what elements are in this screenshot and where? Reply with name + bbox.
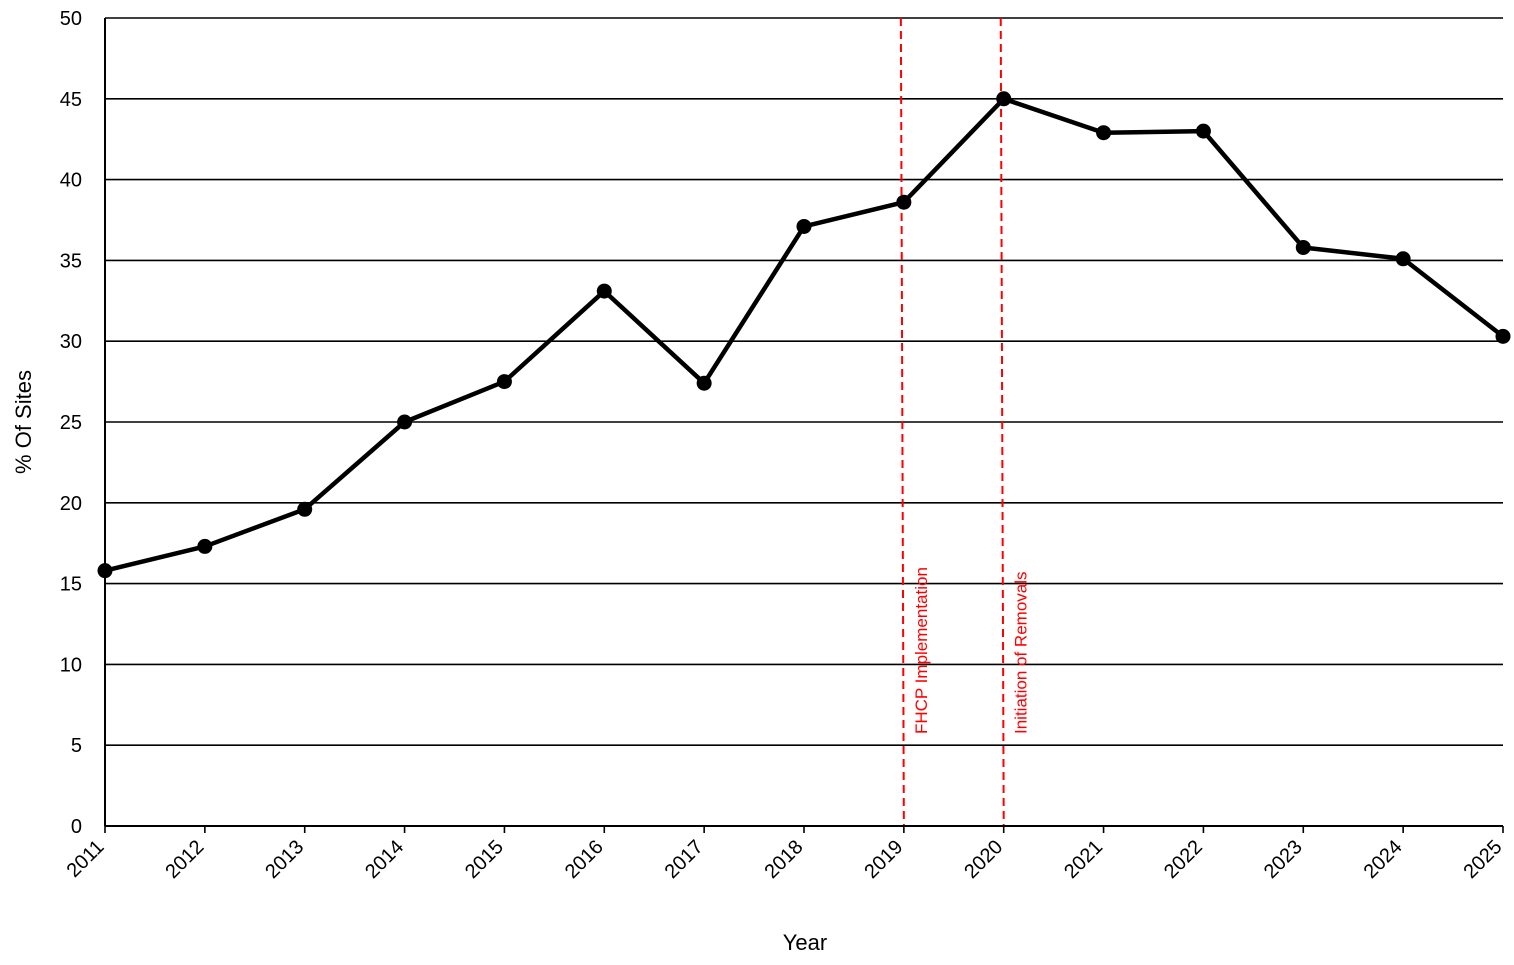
- x-tick-label: 2014: [361, 836, 408, 883]
- x-tick-label: 2023: [1260, 836, 1307, 883]
- y-tick-label: 25: [60, 412, 82, 434]
- y-tick-label: 30: [60, 331, 82, 353]
- x-tick-label: 2016: [561, 836, 608, 883]
- data-point-2012: [197, 538, 213, 554]
- x-tick-label: 2019: [860, 836, 907, 883]
- y-tick-label: 15: [60, 574, 82, 596]
- annotation-line-2019: [899, 17, 905, 827]
- data-point-2020: [996, 91, 1012, 107]
- x-tick-label: 2012: [161, 836, 208, 883]
- data-point-2025: [1495, 328, 1511, 344]
- annotation-line-2020: [999, 17, 1005, 827]
- data-point-2014: [397, 414, 413, 430]
- data-point-2023: [1295, 239, 1311, 255]
- x-tick-label: 2011: [63, 836, 109, 882]
- series-layer: [97, 91, 1511, 579]
- annotation-label: FHCP Implementation: [912, 567, 931, 734]
- data-point-2024: [1395, 251, 1411, 267]
- data-point-2021: [1096, 125, 1112, 141]
- y-tick-label: 50: [60, 8, 82, 30]
- y-tick-label: 10: [60, 654, 82, 676]
- annotations: FHCP Implementation Initiation of Removal…: [899, 17, 1031, 827]
- y-tick-label: 35: [60, 250, 82, 272]
- y-tick-label: 0: [71, 816, 82, 838]
- x-tick-label: 2020: [960, 836, 1007, 883]
- data-point-2022: [1195, 123, 1211, 139]
- y-axis-title: % Of Sites: [11, 370, 36, 474]
- series-line-0: [102, 96, 1506, 573]
- grid-lines: [105, 17, 1503, 747]
- data-point-2011: [97, 563, 113, 579]
- data-point-2019: [896, 194, 912, 210]
- x-tick-label: 2018: [761, 836, 808, 883]
- x-tick-label: 2017: [661, 836, 708, 883]
- y-tick-label: 20: [60, 493, 82, 515]
- x-tick-label: 2013: [261, 836, 308, 883]
- data-point-2016: [596, 283, 612, 299]
- x-tick-label: 2024: [1360, 836, 1407, 883]
- x-tick-label: 2025: [1460, 836, 1507, 883]
- data-point-2017: [696, 375, 712, 391]
- y-tick-label: 45: [60, 89, 82, 111]
- x-axis-title: Year: [783, 930, 827, 955]
- x-tick-label: 2021: [1060, 836, 1107, 883]
- y-tick-label: 40: [60, 170, 82, 192]
- data-point-2015: [496, 374, 512, 390]
- annotation-label: Initiation of Removals: [1012, 571, 1031, 734]
- y-tick-label: 5: [71, 735, 82, 757]
- data-point-2013: [297, 501, 313, 517]
- data-point-2018: [796, 218, 812, 234]
- x-tick-label: 2022: [1160, 836, 1207, 883]
- x-tick-label: 2015: [461, 836, 508, 883]
